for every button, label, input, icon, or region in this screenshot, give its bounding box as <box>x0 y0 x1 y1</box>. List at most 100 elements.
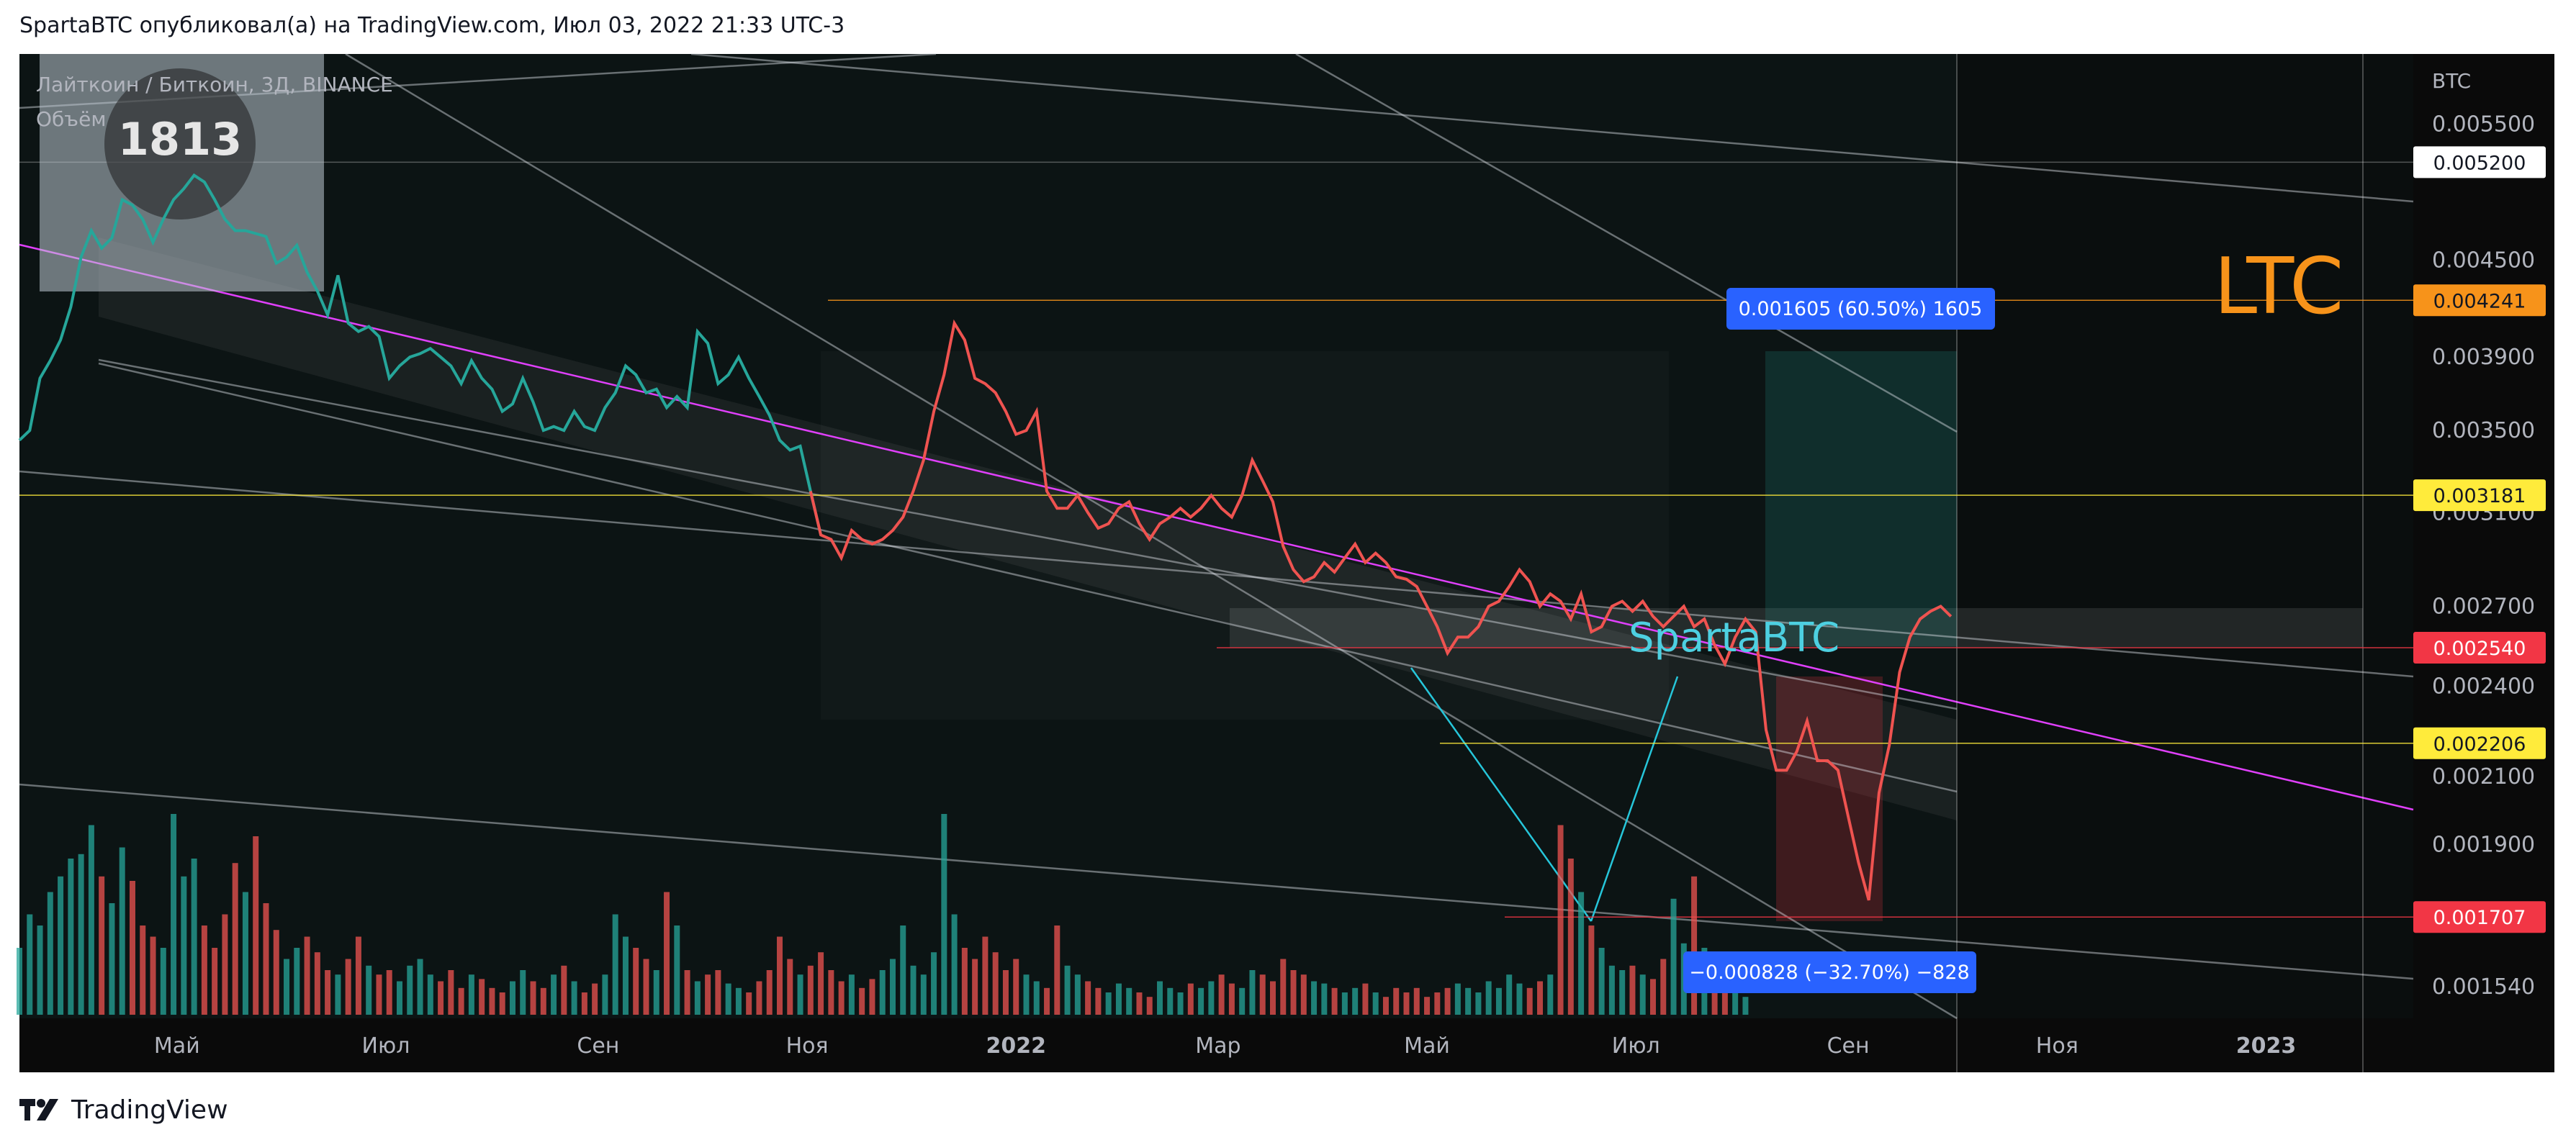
volume-bar <box>1095 987 1102 1015</box>
volume-bar <box>992 952 999 1015</box>
channel-line <box>19 783 2414 980</box>
volume-bar <box>273 930 279 1015</box>
volume-bar <box>1567 859 1574 1015</box>
price-label-box <box>2413 479 2546 512</box>
volume-bar <box>1547 974 1554 1015</box>
price-label-box <box>2413 146 2546 178</box>
volume-bar <box>1269 981 1276 1015</box>
volume-bar <box>592 983 598 1015</box>
volume-bar <box>674 925 680 1015</box>
x-tick-label: Сен <box>577 1033 619 1059</box>
volume-bar <box>746 992 752 1015</box>
volume-bar <box>232 863 238 1015</box>
volume-bar <box>1424 997 1431 1015</box>
volume-bar <box>787 959 793 1015</box>
volume-bar <box>150 936 156 1015</box>
volume-bar <box>1629 965 1636 1015</box>
volume-bar <box>242 892 248 1015</box>
volume-bar <box>1485 981 1492 1015</box>
volume-bar <box>540 987 546 1015</box>
volume-bar <box>499 992 505 1015</box>
volume-bar <box>797 974 803 1015</box>
channel-line <box>98 362 1958 793</box>
volume-bar <box>458 987 464 1015</box>
volume-bar <box>622 936 629 1015</box>
x-tick-label: Ноя <box>2036 1033 2079 1059</box>
volume-bar <box>99 876 105 1015</box>
measure-up-label: 0.001605 (60.50%) 1605 <box>1739 298 1983 320</box>
volume-bar <box>694 981 701 1015</box>
volume-bar <box>581 992 587 1015</box>
stop-zone <box>1776 676 1883 921</box>
volume-bar <box>1649 979 1656 1015</box>
y-tick-label: 0.003500 <box>2432 418 2535 443</box>
x-tick-label: Июл <box>1612 1033 1660 1059</box>
volume-bar <box>1454 983 1461 1015</box>
volume-bar <box>427 974 433 1015</box>
channel-line <box>1295 53 1958 433</box>
volume-bar <box>705 974 711 1015</box>
volume-bar <box>1157 981 1163 1015</box>
volume-bar <box>653 970 659 1015</box>
x-tick-label: Сен <box>1827 1033 1870 1059</box>
volume-bar <box>376 974 382 1015</box>
tradingview-brand[interactable]: TradingView <box>71 1095 228 1125</box>
volume-bar <box>1516 983 1523 1015</box>
volume-bar <box>1413 987 1420 1015</box>
volume-bar <box>766 970 773 1015</box>
volume-bar <box>1670 898 1677 1015</box>
volume-bar <box>1382 997 1389 1015</box>
volume-bar <box>1495 987 1502 1015</box>
volume-bar <box>1331 987 1338 1015</box>
volume-bar <box>509 981 515 1015</box>
y-tick-label: 0.004500 <box>2432 248 2535 273</box>
symbol-label: Лайткоин / Биткоин, 3Д, BINANCE <box>36 73 393 96</box>
magenta-trend-line <box>19 243 2414 811</box>
measure-down-box <box>1683 951 1976 993</box>
volume-bar <box>1362 983 1369 1015</box>
volume-label: Объём <box>36 107 106 131</box>
volume-bar <box>479 979 485 1015</box>
y-tick-label: 0.003900 <box>2432 345 2535 370</box>
volume-bar <box>684 970 690 1015</box>
x-tick-label: Май <box>1404 1033 1450 1059</box>
volume-bar <box>37 925 43 1015</box>
volume-bar <box>633 948 639 1015</box>
resistance-zone <box>1230 608 2363 648</box>
channel-line <box>98 358 1958 710</box>
publication-header: SpartaBTC опубликовал(а) на TradingView.… <box>19 13 845 38</box>
volume-bar <box>612 914 618 1015</box>
x-tick-label: 2023 <box>2236 1033 2297 1059</box>
volume-bar <box>304 936 310 1015</box>
volume-bar <box>1557 825 1564 1015</box>
volume-bar <box>1085 981 1091 1015</box>
volume-bar <box>17 948 22 1015</box>
volume-bar <box>1311 981 1318 1015</box>
volume-bar <box>78 854 84 1015</box>
volume-bar <box>1598 948 1605 1015</box>
volume-bar <box>1721 983 1728 1015</box>
x-tick-label: Ноя <box>786 1033 829 1059</box>
volume-bar <box>1742 997 1749 1015</box>
volume-bar <box>1341 992 1348 1015</box>
volume-bar <box>58 876 64 1015</box>
volume-bar <box>366 965 372 1015</box>
volume-bar <box>1403 992 1410 1015</box>
volume-bar <box>263 903 269 1015</box>
volume-bar <box>1393 987 1400 1015</box>
volume-bar <box>191 859 197 1015</box>
measure-up-box <box>1726 288 1995 330</box>
tradingview-logo-icon[interactable] <box>19 1098 63 1122</box>
price-line-up <box>18 173 823 535</box>
volume-bar <box>1290 970 1297 1015</box>
volume-bar <box>1136 992 1143 1015</box>
price-label-box <box>2413 727 2546 759</box>
volume-bar <box>397 981 403 1015</box>
volume-bar <box>489 987 495 1015</box>
volume-bar <box>941 814 947 1015</box>
logo-text: 1813 <box>118 113 243 166</box>
volume-bar <box>1249 970 1256 1015</box>
channel-line <box>690 53 2414 203</box>
volume-bar <box>1732 992 1739 1015</box>
volume-bar <box>345 959 351 1015</box>
